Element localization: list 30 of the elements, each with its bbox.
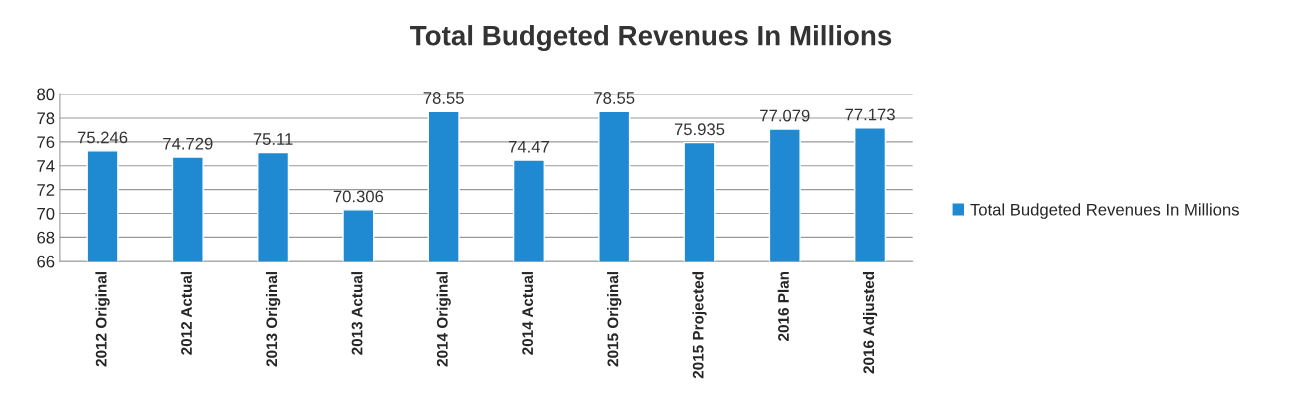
x-tick-label: 2013 Original: [265, 272, 281, 367]
y-tick-label: 66: [37, 255, 55, 268]
x-tick-label: 2013 Actual: [351, 272, 363, 355]
data-label: 74.729: [163, 137, 213, 150]
x-tick-label: 2012 Actual: [180, 272, 192, 355]
y-tick-label: 80: [37, 88, 55, 101]
x-tick-label: 2015 Projected: [692, 271, 707, 379]
x-tick-label: 2014 Original: [436, 272, 451, 367]
y-tick-label: 70: [37, 207, 55, 220]
data-label: 77.079: [760, 109, 810, 122]
x-tick-label: 2016 Adjusted: [862, 271, 878, 374]
y-tick-label: 72: [37, 183, 55, 196]
x-tick-label: 2014 Actual: [521, 272, 534, 355]
y-tick-label: 68: [37, 231, 55, 244]
data-label: 77.173: [845, 108, 895, 121]
y-tick-label: 76: [37, 136, 55, 149]
data-label: 75.246: [77, 131, 128, 144]
data-label: 75.935: [674, 123, 725, 136]
x-tick-label: 2015 Original: [607, 272, 622, 367]
x-tick-label: 2012 Original: [95, 272, 110, 367]
y-tick-label: 74: [37, 160, 55, 172]
legend-label: Total Budgeted Revenues In Millions: [970, 203, 1239, 219]
data-label: 75.11: [253, 133, 293, 145]
data-label: 78.55: [594, 92, 635, 104]
x-tick-label: 2016 Plan: [777, 271, 789, 341]
data-label: 74.47: [508, 141, 549, 153]
y-tick-label: 78: [37, 112, 55, 125]
chart-title: Total Budgeted Revenues In Millions: [410, 25, 892, 52]
data-label: 78.55: [423, 92, 464, 104]
data-label: 70.306: [333, 190, 384, 203]
